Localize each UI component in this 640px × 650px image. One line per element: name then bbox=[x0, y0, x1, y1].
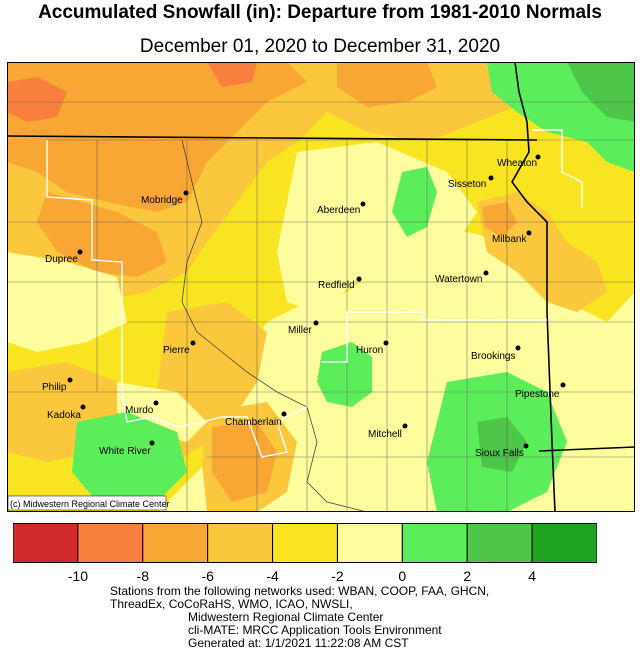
reservation-outline-west bbox=[46, 140, 308, 458]
city-dot bbox=[360, 201, 366, 207]
city-label: Huron bbox=[356, 345, 383, 356]
snowfall-departure-map: Mobridge Aberdeen Sisseton Wheaton Milba… bbox=[7, 62, 635, 512]
contour-green-sw bbox=[72, 412, 187, 502]
reservation-outline-ne bbox=[532, 129, 583, 207]
city-dot bbox=[515, 345, 521, 351]
city-label: Pierre bbox=[163, 345, 190, 356]
city-dot bbox=[483, 270, 489, 276]
legend-tick-label: 2 bbox=[463, 568, 472, 584]
city-label: Aberdeen bbox=[317, 205, 360, 216]
state-border-mn-ia bbox=[538, 446, 635, 452]
city-label: Mobridge bbox=[141, 195, 183, 206]
city-label: White River bbox=[99, 446, 151, 457]
legend-tick-label: -8 bbox=[136, 568, 149, 584]
contour-green-north bbox=[392, 167, 437, 237]
legend-tick-label: -10 bbox=[67, 568, 88, 584]
city-dot bbox=[190, 340, 196, 346]
copyright-box bbox=[7, 495, 167, 511]
city-dot bbox=[67, 377, 73, 383]
city-markers: Mobridge Aberdeen Sisseton Wheaton Milba… bbox=[42, 154, 566, 459]
contour-orange-south bbox=[212, 422, 277, 502]
city-dot bbox=[535, 154, 541, 160]
legend-swatch bbox=[336, 523, 403, 563]
city-dot bbox=[313, 320, 319, 326]
legend-swatch bbox=[531, 523, 597, 563]
city-label: Sioux Falls bbox=[475, 448, 524, 459]
city-label: Redfield bbox=[318, 280, 355, 291]
city-label: Chamberlain bbox=[225, 417, 282, 428]
copyright-text: (c) Midwestern Regional Climate Center bbox=[10, 499, 170, 509]
legend-tick-label: -4 bbox=[266, 568, 279, 584]
legend-tick-label: -6 bbox=[201, 568, 214, 584]
city-label: Philip bbox=[42, 382, 67, 393]
contour-midgreen-ne bbox=[567, 62, 635, 122]
city-dot bbox=[356, 276, 362, 282]
city-label: Miller bbox=[288, 325, 313, 336]
legend-swatch bbox=[142, 523, 209, 563]
legend-swatch bbox=[272, 523, 338, 563]
state-border-sd-mn bbox=[511, 62, 556, 512]
contour-orange-west bbox=[37, 192, 167, 277]
legend-swatch bbox=[13, 523, 79, 563]
reservation-outline-central bbox=[322, 311, 547, 363]
contour-light-se bbox=[307, 422, 427, 512]
city-label: Pipestone bbox=[515, 389, 560, 400]
contour-midgreen-se bbox=[477, 417, 527, 472]
city-dot bbox=[560, 382, 566, 388]
footer-line: Generated at: 1/1/2021 11:22:08 AM CST bbox=[188, 636, 409, 650]
footer-credits: Stations from the following networks use… bbox=[110, 585, 489, 650]
color-legend bbox=[13, 523, 597, 563]
city-label: Murdo bbox=[125, 405, 154, 416]
legend-tick-label: -2 bbox=[331, 568, 344, 584]
legend-swatch bbox=[77, 523, 144, 563]
legend-tick-label: 4 bbox=[528, 568, 537, 584]
footer-line: Midwestern Regional Climate Center bbox=[188, 610, 384, 624]
state-border-nd-sd bbox=[7, 135, 538, 141]
city-dot bbox=[77, 249, 83, 255]
legend-swatch bbox=[401, 523, 468, 563]
map-title: Accumulated Snowfall (in): Departure fro… bbox=[38, 2, 602, 23]
footer-line: cli-MATE: MRCC Application Tools Environ… bbox=[188, 623, 442, 637]
city-label: Watertown bbox=[435, 274, 482, 285]
city-label: Wheaton bbox=[497, 158, 537, 169]
city-label: Mitchell bbox=[368, 429, 402, 440]
city-dot bbox=[183, 190, 189, 196]
city-dot bbox=[523, 443, 529, 449]
legend-swatch bbox=[207, 523, 274, 563]
map-subtitle: December 01, 2020 to December 31, 2020 bbox=[139, 36, 501, 57]
footer-line: ThreadEx, CoCoRaHS, WMO, ICAO, NWSLI, bbox=[110, 597, 353, 611]
contour-darkorange-nw bbox=[7, 77, 67, 122]
city-label: Brookings bbox=[471, 351, 515, 362]
contour-darkorange-n bbox=[207, 62, 257, 87]
city-label: Kadoka bbox=[47, 410, 81, 421]
city-label: Dupree bbox=[45, 254, 78, 265]
city-dot bbox=[281, 411, 287, 417]
city-label: Sisseton bbox=[448, 179, 486, 190]
city-dot bbox=[153, 400, 159, 406]
county-lines bbox=[7, 101, 635, 512]
footer-line: Stations from the following networks use… bbox=[110, 584, 490, 598]
city-dot bbox=[149, 440, 155, 446]
legend-tick-label: 0 bbox=[398, 568, 407, 584]
missouri-river bbox=[181, 139, 368, 512]
city-label: Milbank bbox=[492, 234, 527, 245]
contour-orange-east bbox=[482, 202, 517, 237]
map-frame bbox=[7, 62, 635, 512]
legend-swatch bbox=[466, 523, 533, 563]
city-dot bbox=[526, 230, 532, 236]
contour-green-central bbox=[317, 342, 372, 407]
city-dot bbox=[402, 423, 408, 429]
city-dot bbox=[383, 340, 389, 346]
contour-orange-northeast bbox=[337, 62, 437, 107]
city-dot bbox=[488, 175, 494, 181]
city-dot bbox=[80, 404, 86, 410]
